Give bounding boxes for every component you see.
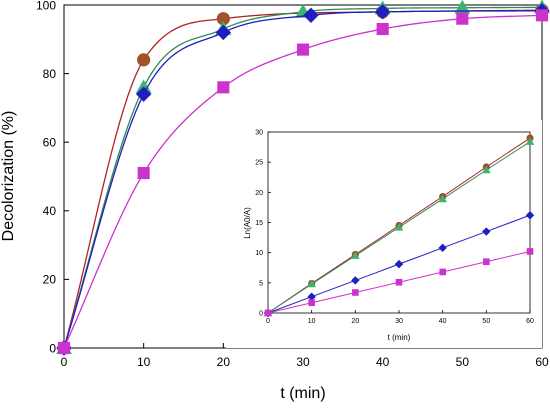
main-point-diamond: [303, 7, 319, 23]
main-y-tick-label: 100: [36, 0, 56, 12]
inset-y-axis-title: Ln(A0/A): [243, 207, 252, 239]
main-point-diamond: [215, 24, 232, 41]
inset-x-tick-label: 20: [351, 318, 359, 325]
inset-point-triangle: [351, 251, 360, 259]
inset-point-triangle: [307, 279, 316, 288]
main-y-tick-label: 40: [43, 204, 57, 218]
inset-point-triangle: [525, 137, 535, 145]
main-x-tick-label: 0: [61, 355, 68, 369]
inset-x-tick-label: 50: [482, 318, 490, 325]
inset-series-square: [264, 248, 534, 317]
main-point-circle: [216, 12, 230, 26]
main-y-tick-label: 80: [43, 67, 57, 81]
main-x-tick-label: 20: [217, 355, 231, 369]
inset-x-tick-label: 0: [266, 318, 270, 325]
main-point-square: [535, 9, 549, 22]
main-point-diamond: [374, 4, 391, 20]
inset-point-square: [264, 309, 272, 317]
inset-y-tick-label: 0: [259, 311, 263, 318]
inset-point-diamond: [307, 292, 316, 301]
main-x-tick-label: 30: [296, 355, 310, 369]
inset-x-tick-label: 40: [439, 318, 447, 325]
main-point-triangle: [454, 0, 471, 14]
main-x-tick-label: 60: [535, 355, 549, 369]
main-point-triangle: [135, 79, 152, 94]
main-point-square: [57, 341, 71, 355]
inset-y-tick-label: 15: [255, 220, 263, 227]
main-x-tick-label: 10: [137, 355, 151, 369]
inset-chart: 0 10 20 30 40 50 60 0 5 10 15 20 25 30 t (min) Ln(A0/…: [226, 120, 542, 348]
inset-y-tick-label: 25: [255, 160, 263, 167]
main-y-axis-title: Decolorization (%): [0, 111, 17, 242]
inset-point-square: [308, 299, 315, 307]
main-point-diamond: [135, 86, 152, 102]
main-point-square: [217, 81, 230, 94]
main-y-tick-label: 20: [43, 273, 57, 287]
inset-point-triangle: [394, 223, 404, 231]
inset-point-square: [395, 278, 403, 286]
inset-point-diamond: [438, 243, 447, 253]
main-series-group: [56, 0, 550, 356]
main-point-square: [137, 167, 150, 180]
main-x-tick-label: 50: [456, 355, 470, 369]
inset-x-tick-label: 10: [308, 318, 316, 325]
inset-point-triangle: [438, 194, 447, 203]
inset-point-diamond: [351, 276, 360, 285]
inset-series-group: [263, 134, 535, 318]
main-y-tick-label: 60: [43, 135, 57, 149]
inset-axis-ticks: 0 10 20 30 40 50 60 0 5 10 15 20 25 30: [255, 130, 534, 326]
inset-background: [226, 120, 542, 348]
inset-x-tick-label: 30: [395, 318, 403, 325]
inset-y-tick-label: 30: [255, 130, 263, 137]
inset-y-tick-label: 10: [255, 250, 263, 257]
inset-y-tick-label: 20: [255, 190, 263, 197]
main-point-square: [296, 43, 310, 56]
inset-point-diamond: [482, 227, 491, 236]
inset-point-square: [439, 268, 446, 276]
inset-point-square: [483, 258, 490, 266]
inset-y-tick-label: 5: [259, 280, 263, 287]
inset-point-diamond: [394, 259, 404, 269]
main-point-square: [456, 12, 469, 25]
inset-x-tick-label: 60: [526, 318, 534, 325]
inset-point-square: [352, 289, 359, 296]
main-series-square: [57, 9, 549, 355]
inset-point-square: [526, 248, 534, 255]
main-point-circle: [137, 53, 151, 67]
inset-x-axis-title: t (min): [388, 333, 411, 342]
main-y-tick-label: 0: [49, 341, 56, 355]
main-point-square: [376, 22, 389, 36]
inset-point-diamond: [525, 211, 535, 220]
inset-point-triangle: [482, 165, 491, 174]
main-x-axis-title: t (min): [280, 385, 325, 402]
main-x-tick-label: 40: [376, 355, 390, 369]
